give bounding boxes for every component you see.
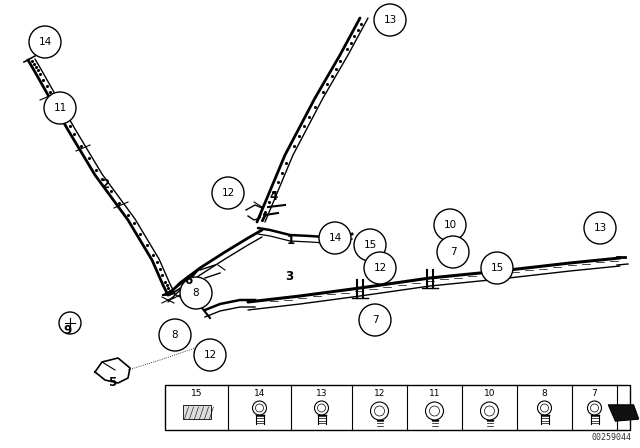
Text: 12: 12 — [373, 263, 387, 273]
Circle shape — [426, 402, 444, 420]
Circle shape — [374, 4, 406, 36]
Circle shape — [212, 177, 244, 209]
Text: 8: 8 — [172, 330, 179, 340]
Text: 8: 8 — [193, 288, 199, 298]
Text: 13: 13 — [593, 223, 607, 233]
Text: 12: 12 — [374, 389, 385, 399]
Circle shape — [364, 252, 396, 284]
Polygon shape — [609, 405, 639, 421]
Text: 12: 12 — [204, 350, 216, 360]
Text: 15: 15 — [490, 263, 504, 273]
Circle shape — [588, 401, 602, 415]
Bar — [165, 385, 630, 430]
Text: 15: 15 — [191, 389, 202, 399]
Text: 10: 10 — [484, 389, 495, 399]
Text: 11: 11 — [429, 389, 440, 399]
Circle shape — [194, 339, 226, 371]
Circle shape — [481, 252, 513, 284]
Text: 14: 14 — [254, 389, 265, 399]
Text: 13: 13 — [383, 15, 397, 25]
Circle shape — [434, 209, 466, 241]
Circle shape — [180, 277, 212, 309]
Circle shape — [437, 236, 469, 268]
Circle shape — [371, 402, 388, 420]
Text: 14: 14 — [38, 37, 52, 47]
Circle shape — [359, 304, 391, 336]
Text: 12: 12 — [221, 188, 235, 198]
Text: 9: 9 — [64, 323, 72, 336]
Circle shape — [319, 222, 351, 254]
Text: 4: 4 — [270, 190, 278, 202]
Text: 11: 11 — [53, 103, 67, 113]
Circle shape — [481, 402, 499, 420]
Text: 5: 5 — [108, 375, 116, 388]
Circle shape — [44, 92, 76, 124]
Text: 15: 15 — [364, 240, 376, 250]
Text: 13: 13 — [316, 389, 327, 399]
Circle shape — [314, 401, 328, 415]
Circle shape — [29, 26, 61, 58]
Circle shape — [159, 319, 191, 351]
Text: 6: 6 — [184, 273, 192, 287]
Text: 7: 7 — [372, 315, 378, 325]
Circle shape — [59, 312, 81, 334]
Text: 7: 7 — [450, 247, 456, 257]
Circle shape — [584, 212, 616, 244]
Text: 10: 10 — [444, 220, 456, 230]
Circle shape — [354, 229, 386, 261]
Text: 2: 2 — [101, 178, 109, 191]
Text: 8: 8 — [541, 389, 547, 399]
Text: 1: 1 — [287, 233, 295, 246]
Circle shape — [538, 401, 552, 415]
Circle shape — [253, 401, 266, 415]
Text: 3: 3 — [285, 270, 293, 283]
Text: 00259044: 00259044 — [592, 433, 632, 442]
Bar — [182, 405, 211, 419]
Text: 7: 7 — [591, 389, 597, 399]
Text: 14: 14 — [328, 233, 342, 243]
